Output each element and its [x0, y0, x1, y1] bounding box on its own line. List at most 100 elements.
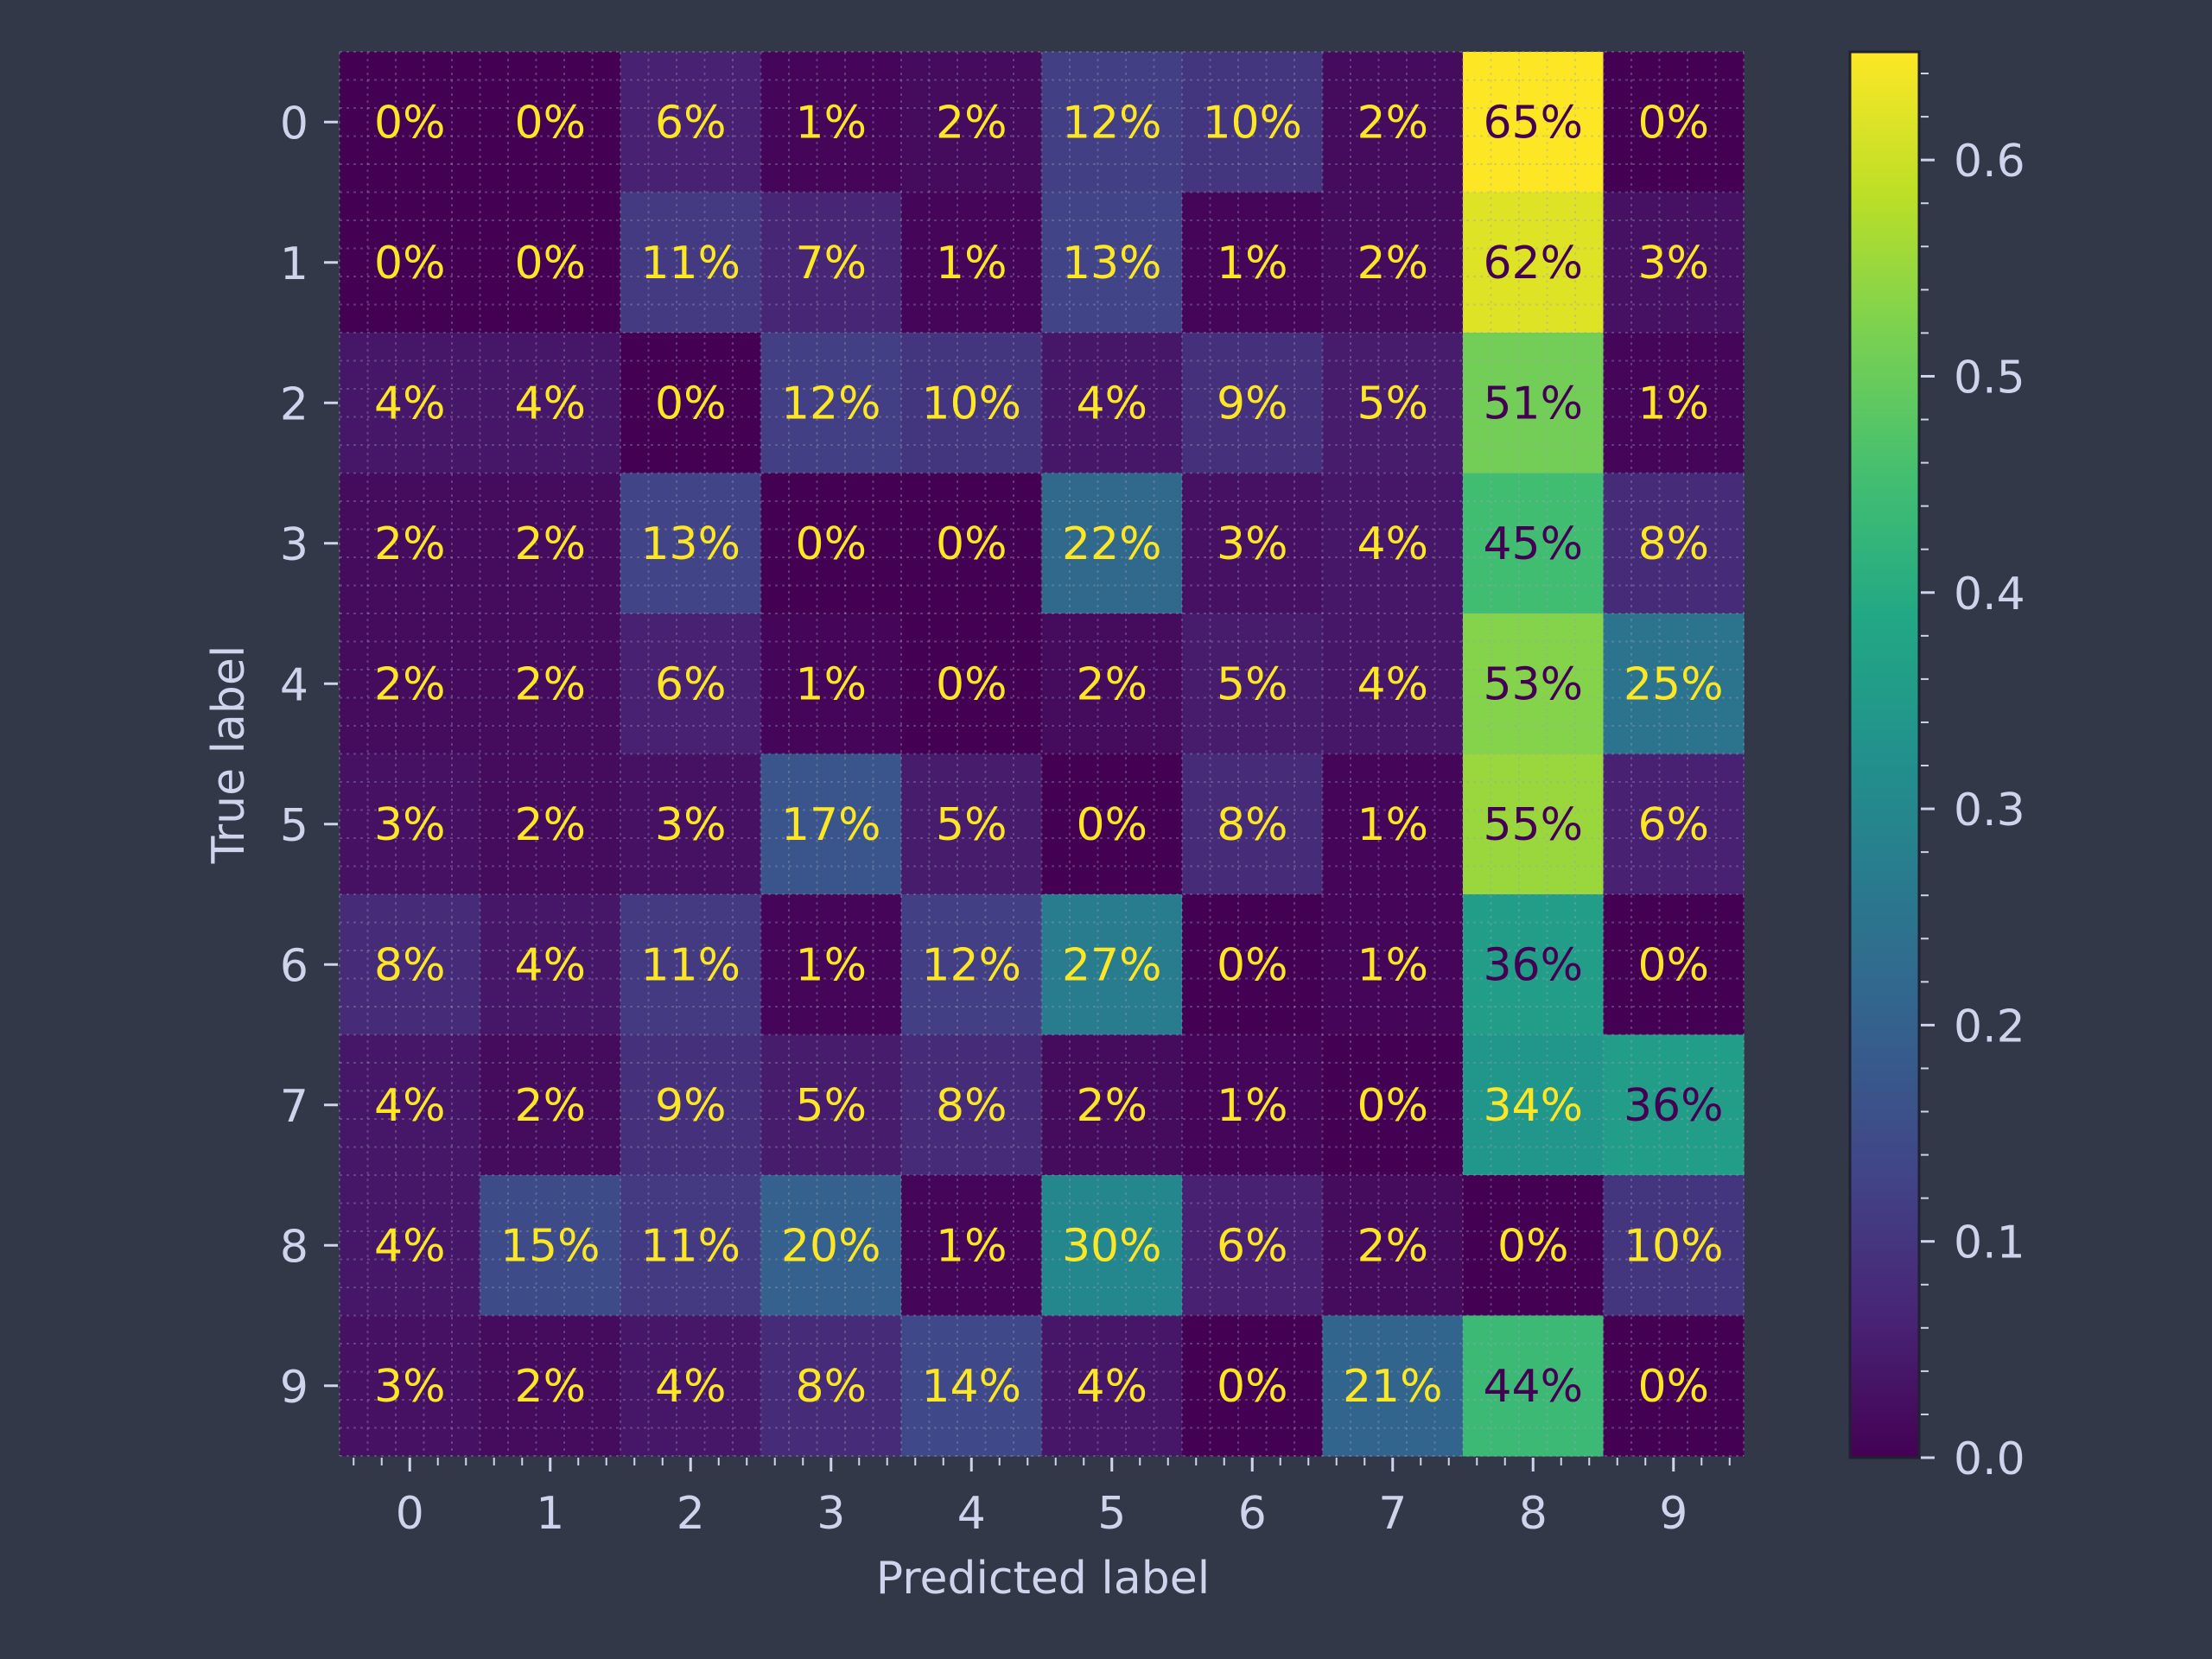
heatmap-cell [1322, 333, 1464, 474]
cell-labels: 0% 0% 6% 1% 2% 12% 10% 2% 65% 0% 0% 0% 11% 7% 1% 13% 1% 2… [374, 97, 1724, 1413]
heatmap-cell [1182, 333, 1323, 474]
cell-label: 9% [1217, 378, 1288, 429]
heatmap-cell [340, 52, 480, 193]
cell-label: 2% [1077, 1080, 1148, 1132]
cell-label: 11% [640, 939, 741, 991]
heatmap-cell [340, 192, 480, 334]
heatmap-cell [1463, 473, 1604, 614]
heatmap-cell [1322, 753, 1464, 895]
colorbar-ticks: 0.0 0.1 0.2 0.3 0.4 0.5 0.6 [1921, 73, 2025, 1485]
cell-label: 4% [1077, 1361, 1148, 1413]
heatmap-cell [1041, 1315, 1183, 1457]
heatmap-cell [760, 1034, 902, 1176]
cell-label: 6% [655, 97, 727, 149]
cell-label: 8% [374, 939, 446, 991]
cell-label: 55% [1483, 799, 1583, 851]
cell-label: 2% [515, 799, 587, 851]
cell-label: 13% [640, 518, 741, 570]
heatmap-cell [901, 473, 1042, 614]
heatmap-cell [1322, 894, 1464, 1035]
cell-label: 1% [1357, 799, 1429, 851]
y-tick-label: 9 [280, 1362, 308, 1414]
colorbar-tick-label: 0.1 [1954, 1217, 2025, 1269]
cell-label: 17% [781, 799, 881, 851]
cell-label: 14% [921, 1361, 1021, 1413]
heatmap-cell [901, 1175, 1042, 1316]
cell-label: 2% [1357, 1220, 1429, 1272]
heatmap-cell [620, 1315, 761, 1457]
cell-label: 13% [1062, 238, 1162, 289]
heatmap-cell [1182, 894, 1323, 1035]
x-tick-label: 3 [817, 1488, 845, 1540]
cell-label: 2% [515, 1080, 587, 1132]
heatmap-cell [480, 192, 621, 334]
heatmap-cell [1463, 192, 1604, 334]
cell-label: 3% [374, 799, 446, 851]
heatmap-cell [1463, 613, 1604, 754]
heatmap-cell [1182, 753, 1323, 895]
cell-label: 53% [1483, 658, 1583, 710]
cell-label: 4% [374, 378, 446, 429]
cell-label: 0% [936, 658, 1007, 710]
cell-label: 3% [1638, 238, 1710, 289]
heatmap-cell [480, 1175, 621, 1316]
cell-label: 0% [936, 518, 1007, 570]
cell-label: 2% [374, 518, 446, 570]
heatmap-cell [620, 192, 761, 334]
cell-label: 62% [1483, 238, 1583, 289]
heatmap-cell [480, 473, 621, 614]
cell-label: 10% [1624, 1220, 1724, 1272]
heatmap-cell [1603, 333, 1745, 474]
heatmap-cell [901, 613, 1042, 754]
heatmap-cell [901, 894, 1042, 1035]
heatmap-cell [1322, 473, 1464, 614]
heatmap-cell [1322, 192, 1464, 334]
heatmap-cell [1041, 1175, 1183, 1316]
cell-label: 45% [1483, 518, 1583, 570]
cell-label: 6% [1217, 1220, 1288, 1272]
y-tick-label: 1 [280, 238, 308, 290]
cell-label: 0% [1217, 939, 1288, 991]
heatmap-cell [760, 333, 902, 474]
heatmap-cell [620, 333, 761, 474]
heatmap-cell [1182, 192, 1323, 334]
heatmap-cell [480, 1315, 621, 1457]
cell-label: 0% [515, 238, 587, 289]
cell-label: 0% [1638, 1361, 1710, 1413]
cell-label: 4% [1077, 378, 1148, 429]
cell-label: 0% [1638, 939, 1710, 991]
heatmap-cell [620, 894, 761, 1035]
cell-label: 12% [921, 939, 1021, 991]
heatmap-cell [1603, 1315, 1745, 1457]
heatmap-cell [620, 52, 761, 193]
heatmap-cell [1463, 52, 1604, 193]
cell-label: 1% [1638, 378, 1710, 429]
colorbar-tick-label: 0.4 [1954, 569, 2025, 620]
cell-label: 0% [374, 238, 446, 289]
cell-label: 27% [1062, 939, 1162, 991]
cell-label: 6% [1638, 799, 1710, 851]
cell-label: 11% [640, 238, 741, 289]
heatmap-cell [480, 894, 621, 1035]
heatmap-cell [340, 1175, 480, 1316]
y-tick-label: 0 [280, 98, 308, 149]
cell-label: 0% [1497, 1220, 1569, 1272]
heatmap-cell [1603, 753, 1745, 895]
heatmap-cell [1603, 894, 1745, 1035]
cell-label: 1% [1217, 238, 1288, 289]
cell-label: 3% [655, 799, 727, 851]
heatmap-cell [620, 1175, 761, 1316]
cell-label: 11% [640, 1220, 741, 1272]
heatmap-cell [1041, 473, 1183, 614]
cell-label: 34% [1483, 1080, 1583, 1132]
cell-label: 1% [1357, 939, 1429, 991]
heatmap-cell [340, 613, 480, 754]
heatmap-cell [901, 1034, 1042, 1176]
cell-label: 36% [1483, 939, 1583, 991]
heatmap-cell [1041, 753, 1183, 895]
x-tick-label: 1 [536, 1488, 564, 1540]
heatmap-cell [760, 753, 902, 895]
cell-label: 1% [936, 238, 1007, 289]
heatmap-cell [480, 613, 621, 754]
